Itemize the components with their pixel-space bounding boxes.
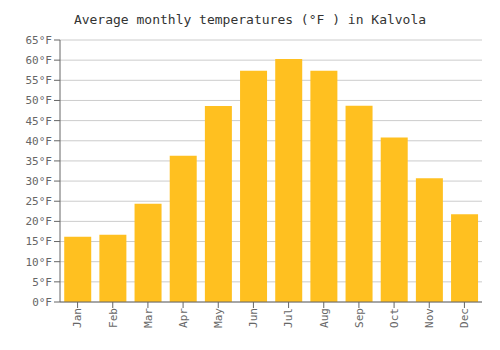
svg-text:Sep: Sep [353, 308, 366, 328]
svg-text:40°F: 40°F [26, 135, 53, 148]
svg-text:15°F: 15°F [26, 235, 53, 248]
svg-text:Dec: Dec [458, 308, 471, 328]
svg-text:Feb: Feb [107, 308, 120, 328]
svg-text:Mar: Mar [142, 308, 155, 328]
svg-text:30°F: 30°F [26, 175, 53, 188]
svg-text:35°F: 35°F [26, 155, 53, 168]
svg-text:0°F: 0°F [32, 296, 52, 309]
svg-text:50°F: 50°F [26, 94, 53, 107]
svg-text:65°F: 65°F [26, 34, 53, 47]
svg-text:May: May [212, 308, 225, 328]
svg-text:Jul: Jul [282, 308, 295, 328]
svg-text:45°F: 45°F [26, 115, 53, 128]
html-text:Average monthly temperatures (: Average monthly temperatures (°F ) in Ka… [73, 12, 427, 27]
svg-text:25°F: 25°F [26, 195, 53, 208]
svg-text:Aug: Aug [318, 308, 331, 328]
svg-text:Jan: Jan [71, 308, 84, 328]
svg-text:10°F: 10°F [26, 256, 53, 269]
svg-text:60°F: 60°F [26, 54, 53, 67]
svg-text:Apr: Apr [177, 308, 190, 328]
svg-text:5°F: 5°F [32, 276, 52, 289]
svg-text:55°F: 55°F [26, 74, 53, 87]
svg-text:Oct: Oct [388, 308, 401, 328]
svg-text:Nov: Nov [423, 308, 436, 328]
svg-text:20°F: 20°F [26, 215, 53, 228]
svg-text:Jun: Jun [247, 308, 260, 328]
